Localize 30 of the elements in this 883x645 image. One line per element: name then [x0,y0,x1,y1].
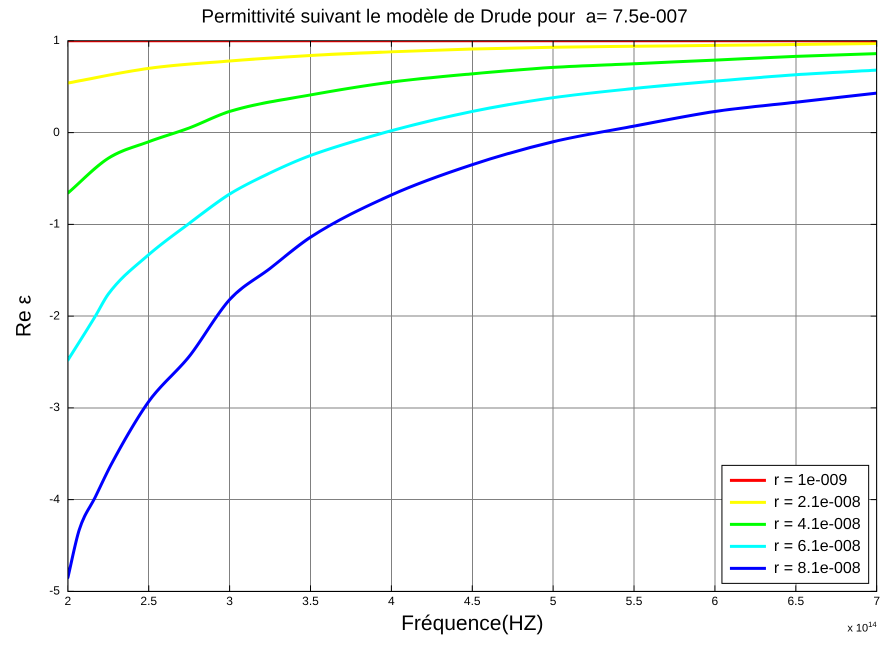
x-tick-label: 2.5 [140,594,158,608]
y-tick-label: -5 [49,584,60,598]
x-tick-label: 3.5 [302,594,320,608]
line-series [68,52,877,195]
y-tick-label: -2 [49,308,60,322]
x-tick-label: 5.5 [626,594,643,608]
x-tick-label: 4 [388,594,396,608]
y-tick-label: -1 [49,216,60,231]
line-series [68,92,877,580]
x-tick-label: 7 [873,594,880,608]
legend-label: r = 2.1e-008 [774,494,861,511]
y-tick-label: -3 [49,400,60,414]
y-tick-label: 0 [53,124,60,139]
x-tick-label: 5 [550,594,557,608]
legend-label: r = 4.1e-008 [774,516,861,533]
x-tick-label: 6.5 [787,594,804,608]
y-tick-label: -4 [49,492,60,506]
line-series [68,42,877,85]
line-series [68,68,877,362]
legend-label: r = 8.1e-008 [774,560,861,577]
x-axis-title: Fréquence(HZ) [401,612,544,636]
legend-label: r = 1e-009 [774,472,848,489]
x-tick-label: 6 [712,594,719,608]
y-axis-title: Re ε [12,295,36,338]
x-tick-label: 2 [64,594,72,608]
x-tick-label: 4.5 [464,594,481,608]
x-tick-label: 3 [226,594,234,608]
y-tick-label: 1 [53,33,60,48]
legend-label: r = 6.1e-008 [774,538,861,555]
chart-title: Permittivité suivant le modèle de Drude pour a= 7.5e-007 [201,6,688,28]
